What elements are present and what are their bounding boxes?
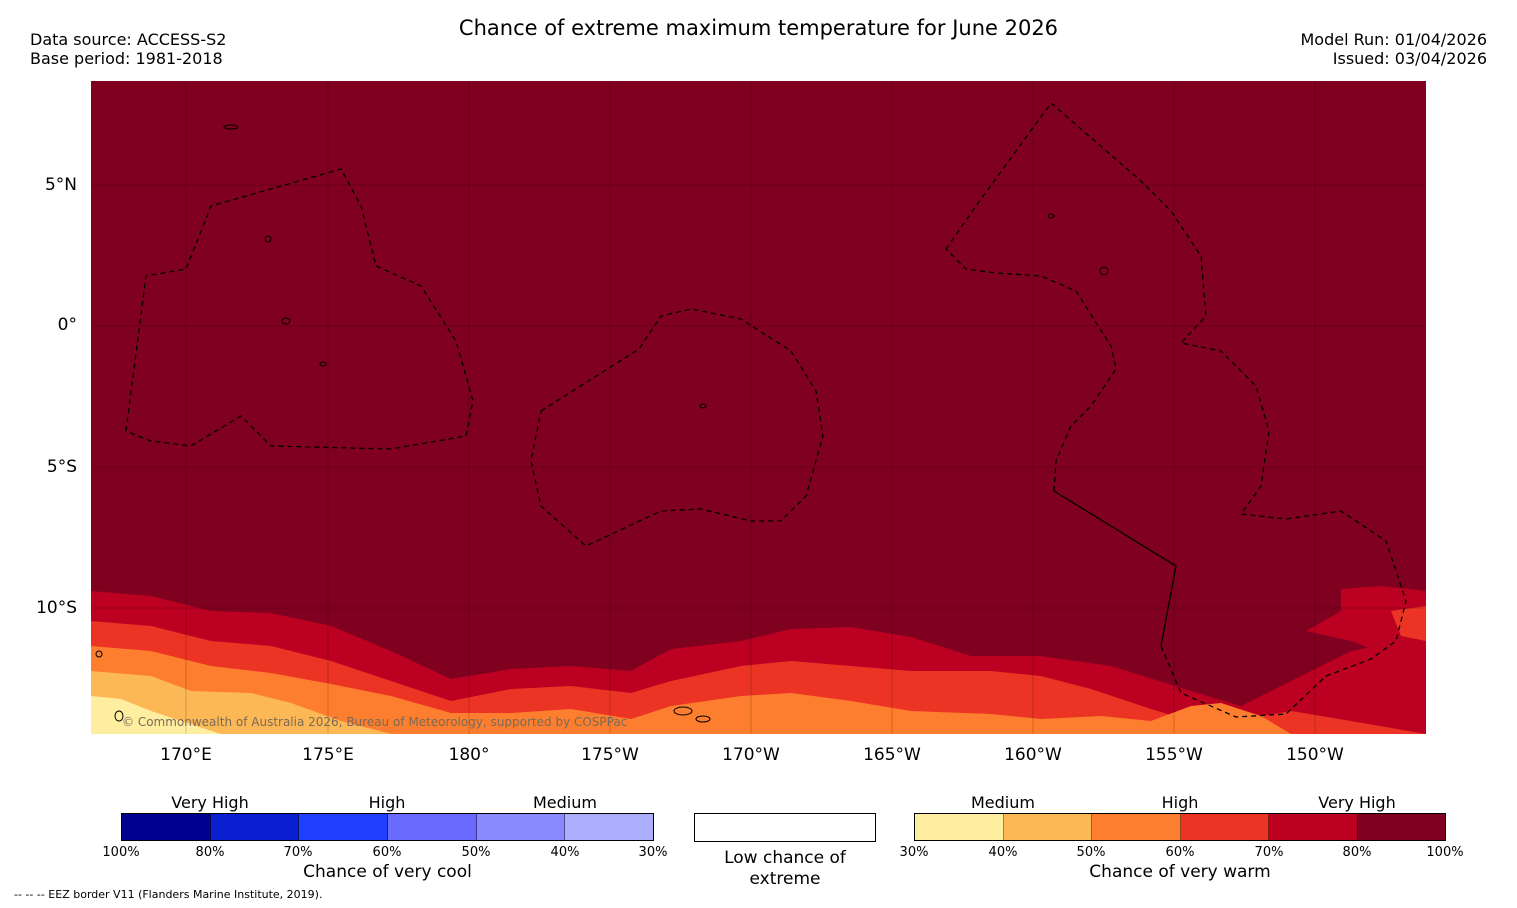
- cool-tick: 80%: [195, 845, 225, 860]
- warm-swatch: [1003, 814, 1092, 840]
- data-info: Data source: ACCESS-S2 Base period: 1981…: [30, 30, 226, 68]
- latitude-label: 5°S: [46, 457, 77, 477]
- longitude-label: 170°E: [160, 745, 212, 765]
- longitude-label: 175°E: [302, 745, 354, 765]
- warm-swatch: [915, 814, 1004, 840]
- cool-swatch: [388, 814, 477, 840]
- band-30-40: [91, 696, 221, 734]
- cool-swatch: [476, 814, 566, 840]
- longitude-label: 160°W: [1004, 745, 1062, 765]
- warm-tick: 30%: [899, 845, 929, 860]
- warm-swatch: [1269, 814, 1358, 840]
- cool-tick: 50%: [461, 845, 491, 860]
- band-60-right: [1391, 606, 1426, 641]
- latitude-label: 10°S: [36, 598, 77, 618]
- low-chance-caption: Low chance of extreme: [724, 848, 846, 889]
- cool-tick: 60%: [372, 845, 402, 860]
- low-chance-swatch: [694, 813, 876, 842]
- eez-kiribati-line: [945, 102, 1407, 718]
- warm-swatch: [1092, 814, 1181, 840]
- run-info: Model Run: 01/04/2026 Issued: 03/04/2026: [1301, 30, 1488, 68]
- eez-footnote: -- -- -- EEZ border V11 (Flanders Marine…: [14, 888, 323, 901]
- eez-kiribati-gilbert: [125, 168, 474, 450]
- longitude-label: 165°W: [863, 745, 921, 765]
- longitude-label: 150°W: [1286, 745, 1344, 765]
- band-80-right: [1306, 586, 1426, 664]
- longitude-label: 170°W: [722, 745, 780, 765]
- cool-swatch: [210, 814, 300, 840]
- warm-tick: 60%: [1165, 845, 1195, 860]
- cool-caption: Chance of very cool: [303, 862, 472, 882]
- eez-french-polynesia-north: [945, 248, 1117, 492]
- cool-swatch: [122, 814, 211, 840]
- legend-heading: Medium: [971, 793, 1035, 812]
- islands: [95, 124, 1109, 723]
- cool-tick: 30%: [638, 845, 668, 860]
- longitude-label: 175°W: [581, 745, 639, 765]
- cool-swatch: [299, 814, 389, 840]
- warm-swatch: [1357, 814, 1445, 840]
- warm-tick: 70%: [1254, 845, 1284, 860]
- warm-colorbar: [914, 813, 1446, 841]
- legend-heading: High: [368, 793, 406, 812]
- warm-caption: Chance of very warm: [1089, 862, 1271, 882]
- warm-tick: 80%: [1342, 845, 1372, 860]
- cool-colorbar: [121, 813, 654, 841]
- cool-tick: 70%: [283, 845, 313, 860]
- base-period: Base period: 1981-2018: [30, 49, 223, 68]
- warm-tick: 100%: [1426, 845, 1464, 860]
- cool-tick: 40%: [550, 845, 580, 860]
- longitude-label: 155°W: [1145, 745, 1203, 765]
- copyright-notice: © Commonwealth of Australia 2026, Bureau…: [122, 715, 628, 729]
- legend-heading: Very High: [171, 793, 249, 812]
- band-50-60: [91, 646, 1291, 734]
- forecast-map[interactable]: [91, 81, 1426, 734]
- model-run: Model Run: 01/04/2026: [1300, 30, 1488, 49]
- warm-swatch: [1180, 814, 1269, 840]
- legend-heading: Very High: [1318, 793, 1396, 812]
- warm-tick: 40%: [988, 845, 1018, 860]
- eez-kiribati-phoenix: [530, 308, 824, 547]
- latitude-label: 5°N: [44, 175, 77, 195]
- graticule: [91, 81, 1426, 734]
- eez-borders: [125, 102, 1407, 718]
- legend-heading: Medium: [533, 793, 597, 812]
- cool-tick: 100%: [102, 845, 140, 860]
- map-title: Chance of extreme maximum temperature fo…: [458, 16, 1059, 40]
- issued-date: Issued: 03/04/2026: [1332, 49, 1487, 68]
- warm-tick: 50%: [1076, 845, 1106, 860]
- eez-boundary-solid: [1053, 490, 1177, 647]
- data-source: Data source: ACCESS-S2: [30, 30, 227, 49]
- longitude-label: 180°: [448, 745, 490, 765]
- legend-heading: High: [1161, 793, 1199, 812]
- cool-swatch: [565, 814, 654, 840]
- latitude-label: 0°: [57, 315, 77, 335]
